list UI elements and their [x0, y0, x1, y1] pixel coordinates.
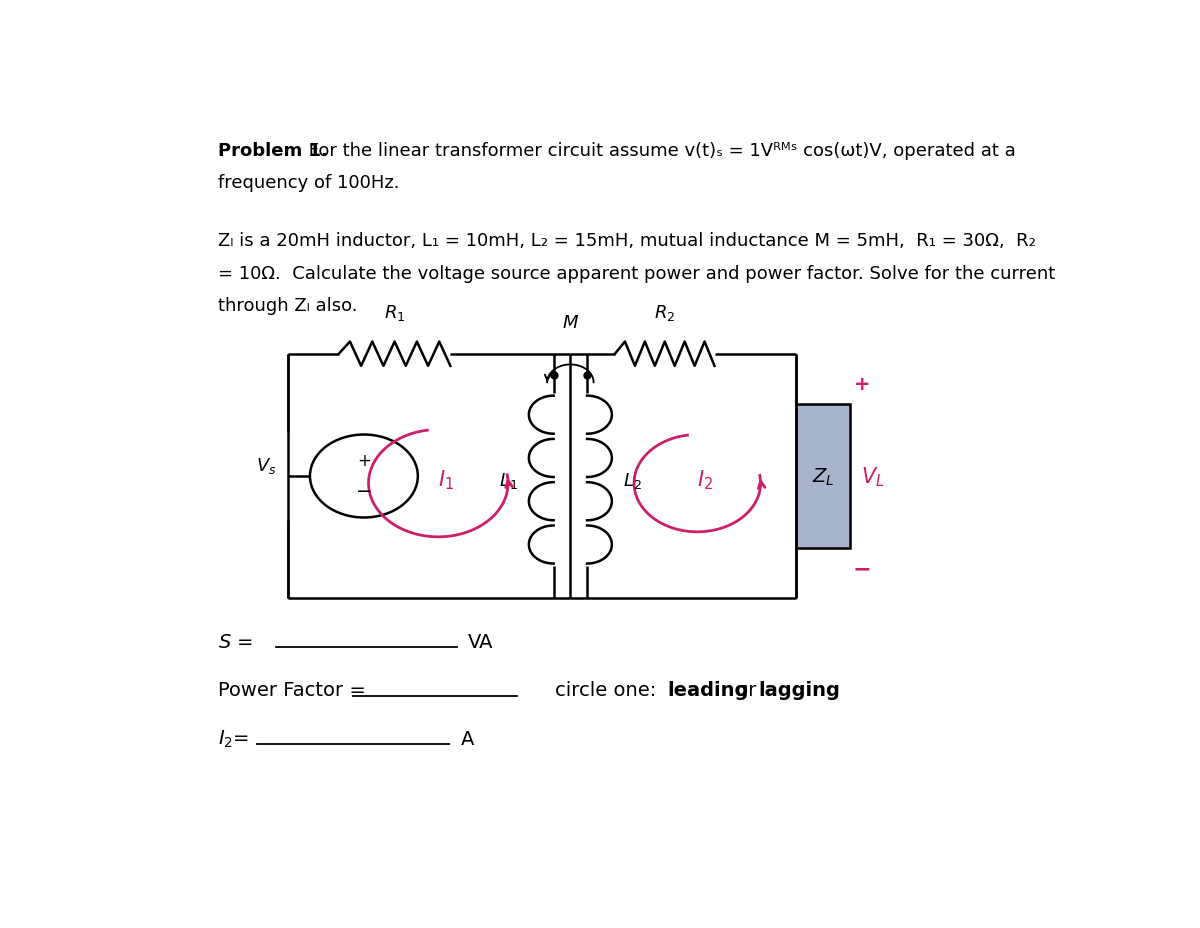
Text: Problem 1.: Problem 1.: [218, 141, 328, 160]
Text: frequency of 100Hz.: frequency of 100Hz.: [218, 174, 400, 192]
Text: A: A: [461, 729, 474, 748]
Text: leading: leading: [667, 680, 749, 700]
Text: −: −: [853, 559, 871, 579]
Text: $L_2$: $L_2$: [623, 470, 642, 490]
Text: $I_2$: $I_2$: [697, 469, 713, 492]
Text: lagging: lagging: [758, 680, 840, 700]
Text: $I_1$: $I_1$: [438, 469, 454, 492]
Text: Zₗ is a 20mH inductor, L₁ = 10mH, L₂ = 15mH, mutual inductance M = 5mH,  R₁ = 30: Zₗ is a 20mH inductor, L₁ = 10mH, L₂ = 1…: [218, 231, 1036, 250]
Text: $M$: $M$: [562, 314, 578, 331]
Text: +: +: [854, 375, 871, 393]
Text: $I_2$=: $I_2$=: [218, 728, 250, 750]
Text: +: +: [356, 452, 371, 470]
Text: VA: VA: [468, 632, 493, 651]
Text: $V_L$: $V_L$: [862, 465, 884, 488]
Text: −: −: [355, 482, 372, 500]
Text: $L_1$: $L_1$: [499, 470, 517, 490]
Text: $R_2$: $R_2$: [654, 303, 676, 322]
Text: For the linear transformer circuit assume v(t)ₛ = 1Vᴿᴹˢ cos(ωt)V, operated at a: For the linear transformer circuit assum…: [304, 141, 1016, 160]
Text: or: or: [731, 680, 763, 700]
Text: = 10Ω.  Calculate the voltage source apparent power and power factor. Solve for : = 10Ω. Calculate the voltage source appa…: [218, 264, 1055, 282]
Text: $S$ =: $S$ =: [218, 632, 253, 651]
Text: $Z_L$: $Z_L$: [812, 466, 835, 487]
Text: $V_s$: $V_s$: [256, 456, 276, 476]
Text: $R_1$: $R_1$: [384, 303, 406, 322]
Bar: [797, 405, 851, 548]
Text: circle one:: circle one:: [554, 680, 668, 700]
Text: through Zₗ also.: through Zₗ also.: [218, 297, 358, 316]
Text: Power Factor =: Power Factor =: [218, 680, 366, 700]
